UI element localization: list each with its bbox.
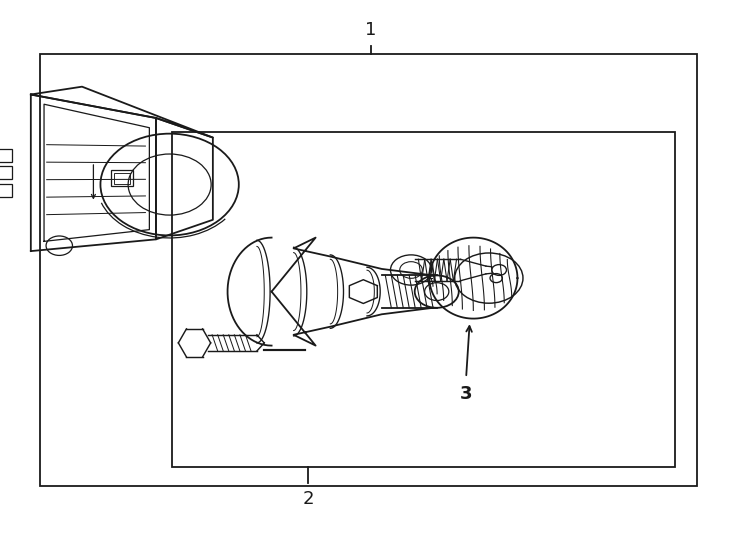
Bar: [0, 166, 12, 179]
Bar: [40, 54, 697, 486]
Text: 3: 3: [459, 385, 473, 403]
Bar: [172, 132, 675, 467]
Bar: [111, 170, 133, 186]
Bar: [0, 184, 12, 197]
Text: 1: 1: [365, 21, 377, 39]
Bar: [0, 149, 12, 162]
Bar: [115, 172, 129, 184]
Text: 2: 2: [302, 490, 314, 509]
